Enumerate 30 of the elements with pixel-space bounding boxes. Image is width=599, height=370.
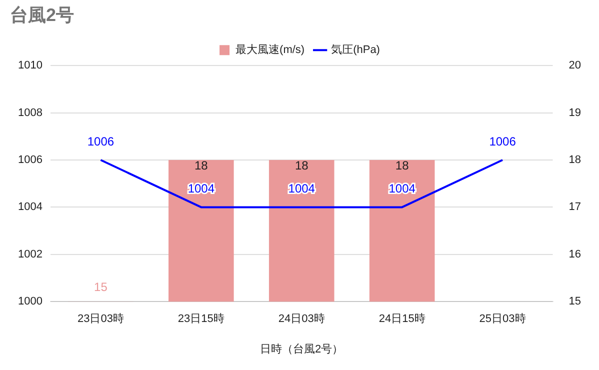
x-tick-label: 24日15時 [378,312,426,326]
data-label: 18 [395,158,410,172]
y2-tick-label: 18 [568,154,582,166]
y-tick-label: 1004 [18,201,42,214]
legend-label: 最大風速(m/s) [236,43,305,56]
y2-tick-label: 17 [568,201,582,214]
y2-tick-label: 15 [568,296,582,308]
y-tick-label: 1002 [18,248,42,260]
y-tick-label: 1000 [18,296,42,308]
x-tick-label: 23日15時 [178,312,224,326]
legend-label: 気圧(hPa) [331,44,380,56]
data-label: 1004 [388,182,416,196]
x-tick-label: 24日03時 [278,312,325,326]
data-label: 18 [194,158,208,172]
data-label: 1004 [288,182,316,196]
y-tick-label: 1006 [18,154,42,166]
data-label: 1004 [188,182,215,196]
data-label: 15 [94,280,108,294]
y-tick-label: 1010 [18,60,42,72]
y-tick-label: 1008 [18,106,42,119]
x-tick-label: 23日03時 [77,312,124,326]
data-label: 1006 [489,134,516,148]
y2-tick-label: 16 [568,248,582,260]
x-tick-label: 25日03時 [479,312,526,326]
chart-title: 台風2号 [10,4,74,25]
data-label: 1006 [87,134,114,148]
y2-tick-label: 19 [568,106,582,119]
x-axis-title: 日時（台風2号） [260,342,344,356]
data-label: 18 [294,158,309,172]
y2-tick-label: 20 [568,60,582,72]
